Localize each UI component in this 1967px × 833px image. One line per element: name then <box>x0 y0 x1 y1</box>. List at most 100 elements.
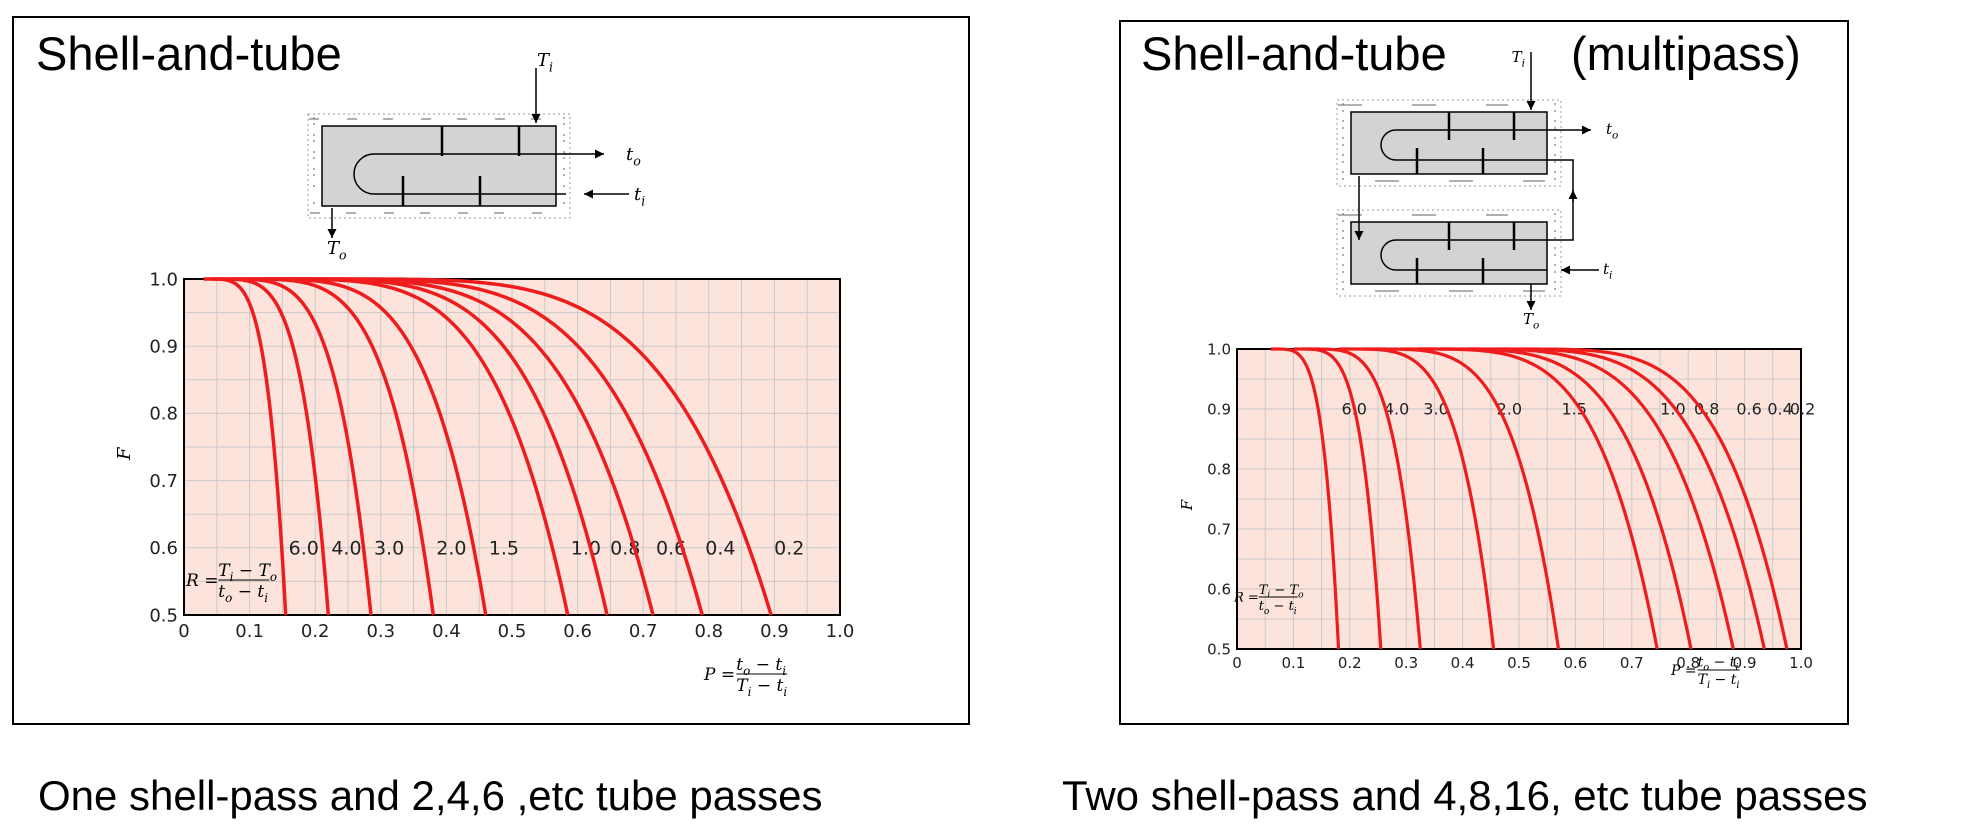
insulation-dot <box>1554 230 1556 232</box>
insulation-dot <box>1533 180 1535 182</box>
insulation-dot <box>421 118 423 120</box>
insulation-dot <box>1533 290 1535 292</box>
formula-denominator: Ti − ti <box>1698 672 1740 691</box>
insulation-dot <box>354 212 356 214</box>
insulation-dot <box>1461 290 1463 292</box>
insulation-dot <box>1471 290 1473 292</box>
insulation-dot <box>1387 290 1389 292</box>
insulation-dot <box>1418 214 1420 216</box>
insulation-dot <box>536 212 538 214</box>
insulation-dot <box>1387 180 1389 182</box>
insulation-dot <box>1342 281 1344 283</box>
insulation-dot <box>1379 290 1381 292</box>
x-tick-label: 0 <box>178 621 189 642</box>
insulation-dot <box>1554 161 1556 163</box>
curve-label-0.2: 0.2 <box>774 537 804 559</box>
insulation-dot <box>1342 110 1344 112</box>
insulation-dot <box>317 118 319 120</box>
insulation-dot <box>1416 104 1418 106</box>
tube-path <box>353 153 566 195</box>
insulation-dot <box>1391 180 1393 182</box>
y-tick-label: 1.0 <box>1207 340 1231 358</box>
x-tick-label: 0.9 <box>1733 654 1757 672</box>
formula-numerator: Ti − To <box>218 561 277 584</box>
insulation-dot <box>465 118 467 120</box>
insulation-dot <box>457 118 459 120</box>
insulation-dot <box>311 118 313 120</box>
shell-shell <box>321 125 557 207</box>
y-tick-label: 0.7 <box>1207 520 1231 538</box>
insulation-dot <box>1350 104 1352 106</box>
grid <box>1237 349 1801 649</box>
insulation-dot <box>1377 180 1379 182</box>
insulation-dot <box>423 118 425 120</box>
insulation-dot <box>313 134 315 136</box>
insulation-dot <box>499 118 501 120</box>
insulation-dot <box>392 212 394 214</box>
insulation-dot <box>1342 103 1344 105</box>
insulation-dot <box>1451 290 1453 292</box>
insulation-dot <box>1486 214 1488 216</box>
insulation-dot <box>501 118 503 120</box>
insulation-dot <box>390 212 392 214</box>
insulation-dot <box>1338 104 1340 106</box>
insulation-dot <box>388 212 390 214</box>
y-tick-label: 0.9 <box>1207 400 1231 418</box>
insulation-dot <box>1360 214 1362 216</box>
insulation-dot <box>1469 290 1471 292</box>
insulation-dot <box>534 212 536 214</box>
insulation-dot <box>1342 137 1344 139</box>
insulation-dot <box>1527 180 1529 182</box>
insulation-dot <box>1354 214 1356 216</box>
y-tick-label: 0.6 <box>1207 580 1231 598</box>
curve-label-4.0: 4.0 <box>331 537 361 559</box>
insulation-dot <box>1554 120 1556 122</box>
label-To: To <box>1523 310 1539 332</box>
insulation-dot <box>1554 264 1556 266</box>
insulation-dot <box>1342 237 1344 239</box>
caption-right: Two shell-pass and 4,8,16, etc tube pass… <box>1062 772 1868 819</box>
insulation-dot <box>1377 290 1379 292</box>
y-tick-label: 0.5 <box>149 605 178 626</box>
insulation-dot <box>1543 290 1545 292</box>
insulation-dot <box>313 174 315 176</box>
curve-label-0.2: 0.2 <box>1790 400 1815 419</box>
x-tick-label: 1.0 <box>1789 654 1813 672</box>
insulation-dot <box>1554 137 1556 139</box>
insulation-dot <box>459 118 461 120</box>
insulation-dot <box>1340 214 1342 216</box>
insulation-dot <box>1537 290 1539 292</box>
insulation-dot <box>351 118 353 120</box>
curve-label-0.6: 0.6 <box>656 537 686 559</box>
insulation-dot <box>1342 264 1344 266</box>
x-tick-label: 0.2 <box>1338 654 1362 672</box>
insulation-dot <box>1428 214 1430 216</box>
insulation-dot <box>1381 180 1383 182</box>
insulation-dot <box>1397 290 1399 292</box>
insulation-dot <box>310 212 312 214</box>
insulation-dot <box>1543 180 1545 182</box>
x-tick-label: 0.7 <box>1620 654 1644 672</box>
insulation-dot <box>1554 247 1556 249</box>
insulation-dot <box>1498 214 1500 216</box>
insulation-dot <box>386 212 388 214</box>
y-tick-label: 0.8 <box>1207 460 1231 478</box>
label-Ti: Ti <box>1512 48 1525 70</box>
insulation-dot <box>1385 290 1387 292</box>
insulation-dot <box>531 118 533 120</box>
formula-lhs: R = <box>185 571 218 591</box>
insulation-dot <box>563 174 565 176</box>
insulation-dot <box>1422 104 1424 106</box>
insulation-dot <box>563 157 565 159</box>
curve-R-0.2 <box>1502 347 1789 650</box>
insulation-dot <box>458 212 460 214</box>
insulation-dot <box>350 212 352 214</box>
insulation-dot <box>1342 230 1344 232</box>
x-tick-label: 0 <box>1232 654 1242 672</box>
insulation-dot <box>347 118 349 120</box>
insulation-dot <box>1360 104 1362 106</box>
insulation-dot <box>1383 290 1385 292</box>
x-tick-label: 0.4 <box>1451 654 1475 672</box>
insulation-dot <box>1418 104 1420 106</box>
